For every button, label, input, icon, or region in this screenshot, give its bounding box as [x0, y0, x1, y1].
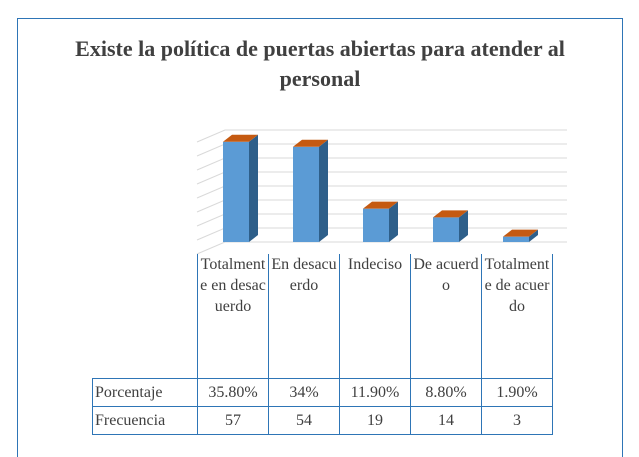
bar-top — [433, 210, 468, 218]
category-label: Indeciso — [339, 254, 411, 379]
series-name: Frecuencia — [92, 406, 198, 435]
bar — [503, 229, 538, 242]
bar-front — [293, 146, 319, 242]
bar-top — [503, 229, 538, 237]
bar-side — [319, 139, 328, 242]
bar-top — [223, 134, 258, 142]
bar-front — [503, 236, 529, 242]
value-cell: 8.80% — [410, 378, 482, 407]
category-label: De acuerdo — [410, 254, 482, 379]
value-cell: 57 — [197, 406, 269, 435]
bar-side — [459, 210, 468, 242]
value-cell: 11.90% — [339, 378, 411, 407]
chart-title: Existe la política de puertas abiertas p… — [75, 36, 565, 91]
bar-side — [529, 229, 538, 242]
grid-line — [196, 241, 567, 255]
grid-line — [196, 129, 567, 143]
bar-side — [389, 201, 398, 242]
value-cell: 14 — [410, 406, 482, 435]
value-cell: 1.90% — [481, 378, 553, 407]
data-table: Totalmente en desacuerdo En desacuerdo Ind… — [92, 254, 553, 435]
bar — [223, 134, 258, 242]
bar-front — [433, 217, 459, 242]
value-cell: 34% — [268, 378, 340, 407]
value-cell: 35.80% — [197, 378, 269, 407]
bar-front — [223, 141, 249, 242]
series-name: Porcentaje — [92, 378, 198, 407]
category-row: Totalmente en desacuerdo En desacuerdo Ind… — [93, 254, 553, 379]
chart-frame — [17, 18, 623, 457]
category-label: Totalmente en desacuerdo — [197, 254, 269, 379]
bar-top — [293, 139, 328, 147]
bar — [433, 210, 468, 242]
bar — [363, 201, 398, 242]
value-cell: 19 — [339, 406, 411, 435]
value-cell: 3 — [481, 406, 553, 435]
value-cell: 54 — [268, 406, 340, 435]
bar-side — [249, 134, 258, 242]
bar-front — [363, 208, 389, 242]
series-row: Frecuencia 57 54 19 14 3 — [92, 406, 553, 435]
bar — [293, 139, 328, 242]
bar-top — [363, 201, 398, 209]
series-row: Porcentaje 35.80% 34% 11.90% 8.80% 1.90% — [92, 378, 553, 407]
category-label: En desacuerdo — [268, 254, 340, 379]
corner — [93, 254, 198, 379]
category-label: Totalmente de acuerdo — [481, 254, 553, 379]
